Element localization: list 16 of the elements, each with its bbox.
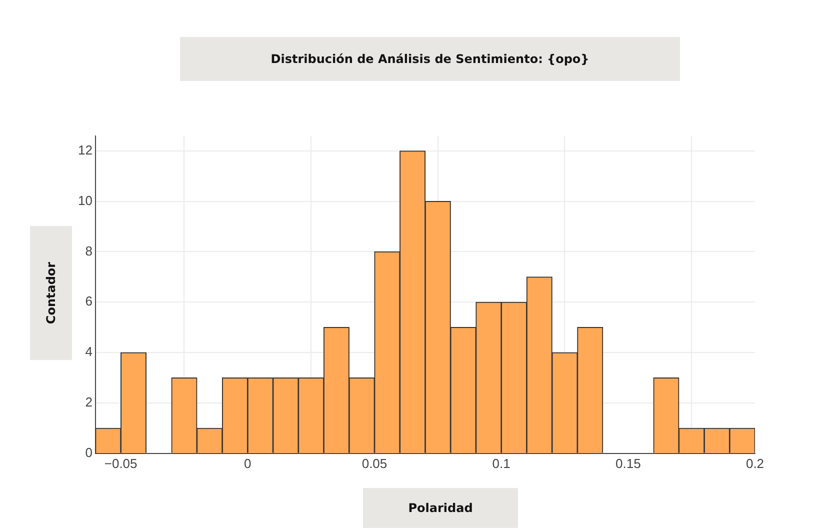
y-tick-label: 2 xyxy=(85,394,92,410)
x-tick-label: 0 xyxy=(244,456,252,471)
y-tick-label: 12 xyxy=(78,142,92,158)
x-axis-title: Polaridad xyxy=(363,488,518,528)
y-tick-label: 10 xyxy=(78,192,92,208)
y-tick-label: 4 xyxy=(85,344,92,360)
x-tick-label: −0.05 xyxy=(104,456,138,471)
x-tick-label: 0.05 xyxy=(362,456,388,471)
y-tick-label: 0 xyxy=(85,444,92,460)
chart-title: Distribución de Análisis de Sentimiento: {opo} xyxy=(180,37,680,81)
x-tick-label: 0.15 xyxy=(616,456,641,471)
y-tick-label: 8 xyxy=(85,243,92,258)
x-tick-label: 0.1 xyxy=(492,456,510,471)
y-tick-label: 6 xyxy=(85,294,92,309)
y-axis-title: Contador xyxy=(44,262,58,324)
x-tick-label: 0.2 xyxy=(746,456,764,471)
